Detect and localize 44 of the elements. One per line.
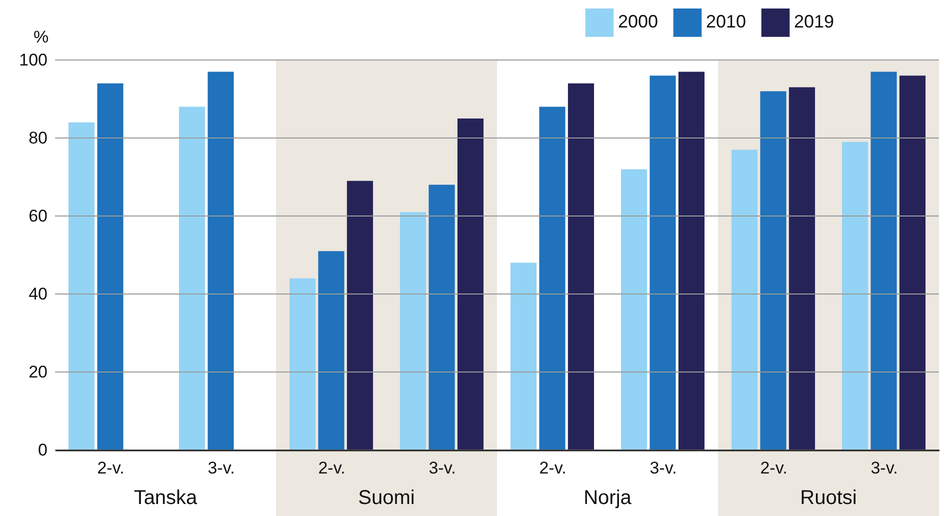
- y-tick-label: 100: [19, 50, 48, 70]
- legend-label: 2000: [618, 12, 658, 32]
- bar: [208, 72, 234, 450]
- y-tick-label: 60: [28, 206, 48, 226]
- x-tick-label: 2-v.: [539, 458, 566, 478]
- bar: [346, 180, 374, 450]
- bar: [568, 83, 594, 450]
- bar: [731, 150, 758, 450]
- bar: [870, 72, 897, 450]
- bar: [899, 76, 926, 450]
- bar: [842, 142, 868, 450]
- bar: [788, 87, 816, 450]
- bar: [650, 76, 676, 450]
- bar: [539, 106, 566, 450]
- bar: [678, 72, 705, 450]
- bar: [318, 251, 344, 450]
- bar: [68, 122, 95, 450]
- bar: [97, 83, 124, 450]
- y-tick-label: 0: [38, 440, 48, 460]
- y-axis-title: %: [34, 28, 49, 46]
- x-tick-label: 3-v.: [428, 458, 456, 478]
- bar: [457, 118, 484, 450]
- y-tick-label: 80: [28, 128, 48, 148]
- bar: [510, 262, 537, 450]
- bar: [760, 91, 786, 450]
- text: Ruotsi: [800, 487, 857, 509]
- bar: [289, 278, 316, 450]
- x-tick-label: 3-v.: [870, 458, 898, 478]
- text: Tanska: [134, 487, 198, 509]
- text: Suomi: [358, 487, 415, 509]
- bar: [178, 106, 206, 450]
- x-tick-label: 3-v.: [650, 458, 677, 478]
- bar: [428, 184, 455, 450]
- text: Norja: [584, 487, 632, 509]
- bar: [400, 212, 426, 450]
- x-tick-label: 2-v.: [97, 458, 124, 478]
- y-tick-label: 20: [28, 362, 48, 382]
- legend-label: 2019: [794, 12, 834, 32]
- bar: [620, 169, 648, 450]
- y-tick-label: 40: [28, 284, 48, 304]
- legend-label: 2010: [706, 12, 746, 32]
- x-tick-label: 2-v.: [760, 458, 788, 478]
- x-tick-label: 2-v.: [318, 458, 346, 478]
- x-tick-label: 3-v.: [208, 458, 235, 478]
